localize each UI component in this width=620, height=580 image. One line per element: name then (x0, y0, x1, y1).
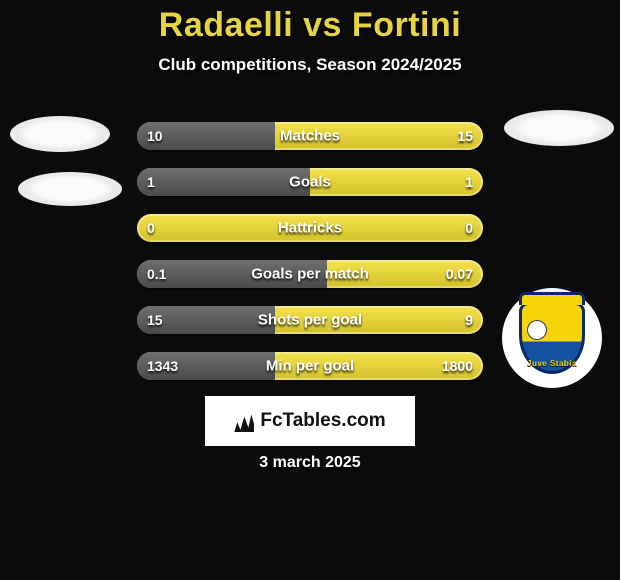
comparison-card: Radaelli vs Fortini Club competitions, S… (0, 0, 620, 580)
stat-bar: 0.1 Goals per match 0.07 (137, 260, 483, 288)
club-crest: Juve Stabia (502, 288, 602, 388)
stat-label: Shots per goal (137, 312, 483, 329)
stat-bar: 1343 Min per goal 1800 (137, 352, 483, 380)
page-title: Radaelli vs Fortini (0, 0, 620, 45)
brand-link[interactable]: FcTables.com (205, 396, 415, 446)
stat-label: Goals per match (137, 266, 483, 283)
stat-right-value: 15 (447, 128, 483, 144)
stat-right-value: 0.07 (436, 266, 483, 282)
stat-bar: 15 Shots per goal 9 (137, 306, 483, 334)
club-logo-placeholder (18, 172, 122, 206)
stat-bar: 1 Goals 1 (137, 168, 483, 196)
crest-label: Juve Stabia (519, 359, 585, 368)
stat-right-value: 1800 (432, 358, 483, 374)
stat-right-value: 0 (455, 220, 483, 236)
date-label: 3 march 2025 (0, 454, 620, 472)
brand-text: FcTables.com (260, 410, 385, 432)
wave-icon (551, 316, 579, 338)
stat-label: Matches (137, 128, 483, 145)
stat-bar: 0 Hattricks 0 (137, 214, 483, 242)
stat-bar: 10 Matches 15 (137, 122, 483, 150)
club-logo-placeholder (504, 110, 614, 146)
ball-icon (527, 320, 547, 340)
stat-bars: 10 Matches 15 1 Goals 1 0 Hattricks 0 0.… (137, 122, 483, 398)
stat-right-value: 1 (455, 174, 483, 190)
subtitle: Club competitions, Season 2024/2025 (0, 55, 620, 75)
player1-name: Radaelli (159, 6, 293, 44)
player2-name: Fortini (352, 6, 461, 44)
vs-label: vs (303, 6, 342, 44)
chart-icon (234, 410, 254, 432)
stat-right-value: 9 (455, 312, 483, 328)
shield-icon: Juve Stabia (519, 302, 585, 374)
stat-label: Goals (137, 174, 483, 191)
stat-label: Hattricks (137, 220, 483, 237)
club-logo-placeholder (10, 116, 110, 152)
